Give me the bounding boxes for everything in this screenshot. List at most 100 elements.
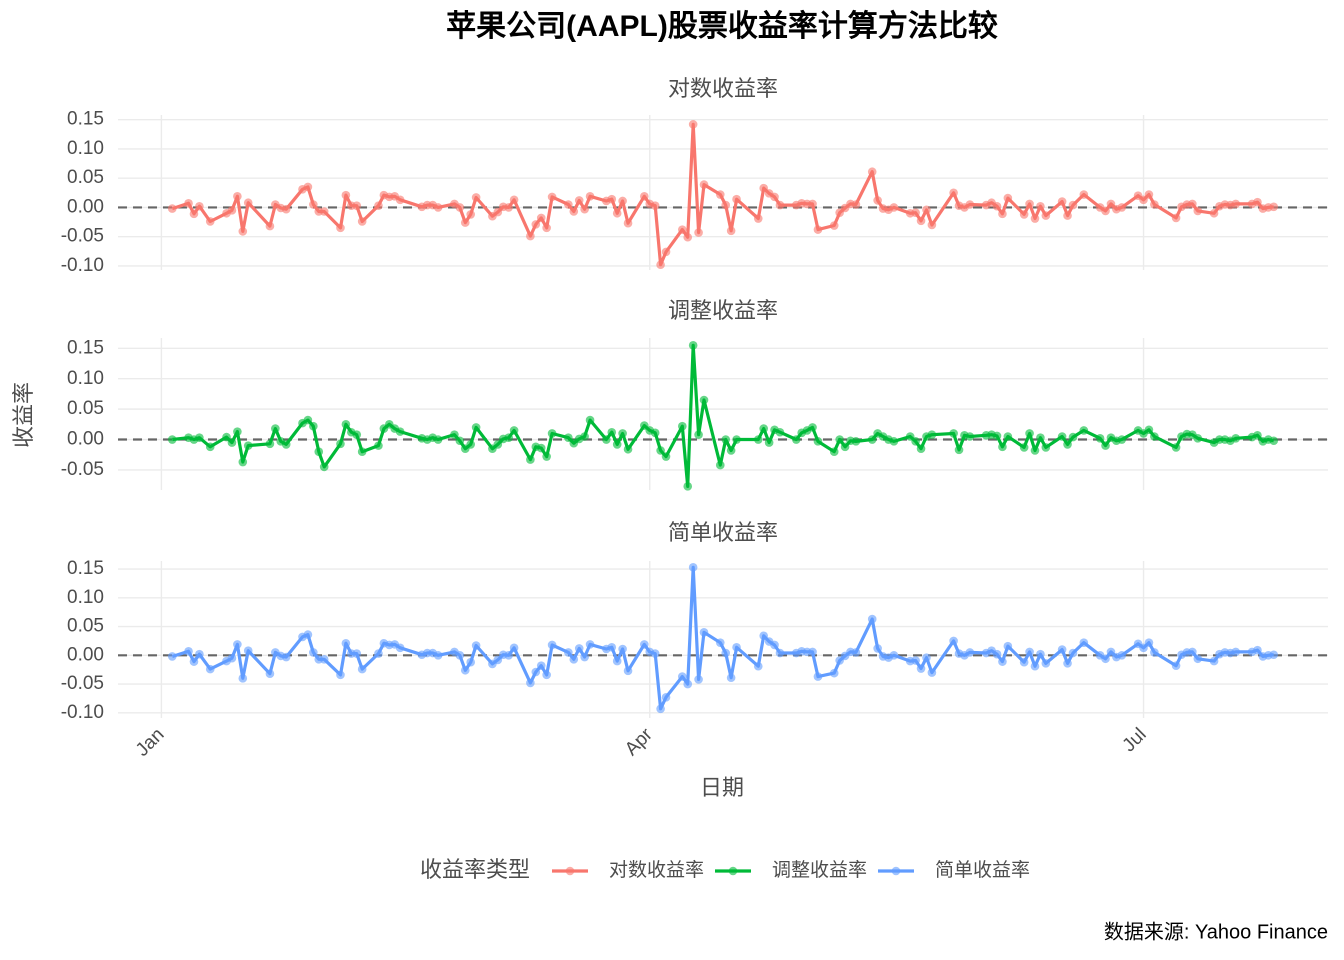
data-point (1019, 443, 1029, 452)
data-point (227, 438, 237, 447)
data-point (357, 217, 367, 226)
data-point (678, 225, 687, 234)
data-point (949, 636, 958, 646)
data-point (1171, 443, 1181, 452)
y-tick-label: -0.10 (61, 702, 104, 723)
data-point (965, 648, 975, 657)
data-point (352, 430, 362, 439)
data-point (531, 667, 541, 677)
data-point (243, 441, 253, 450)
data-point (1030, 446, 1040, 455)
data-point (374, 201, 383, 210)
data-point (1269, 436, 1279, 446)
data-point (770, 192, 779, 202)
data-point (265, 669, 275, 679)
data-point (184, 646, 193, 656)
data-point (715, 190, 725, 199)
data-point (341, 190, 351, 200)
data-point (699, 180, 709, 189)
data-point (808, 199, 817, 209)
data-point (574, 644, 584, 653)
data-point (618, 644, 627, 654)
data-point (303, 415, 313, 425)
data-point (243, 198, 253, 208)
data-point (564, 200, 573, 209)
series-line (171, 565, 1274, 711)
data-point (835, 435, 844, 444)
data-point (564, 433, 573, 443)
data-point (1193, 434, 1203, 443)
data-point (813, 225, 823, 234)
data-point (965, 200, 975, 209)
data-point (694, 675, 703, 684)
data-point (911, 656, 920, 665)
data-point (715, 638, 725, 647)
data-point (585, 640, 595, 649)
data-point (911, 208, 920, 217)
data-point (1079, 190, 1089, 199)
data-point (493, 207, 503, 217)
data-point (184, 199, 193, 208)
x-tick-label: Apr (621, 724, 657, 760)
data-point (1030, 661, 1040, 671)
y-tick-label: 0.15 (67, 337, 104, 358)
legend-item: 简单收益率 (878, 859, 1030, 881)
data-point (238, 227, 248, 236)
data-point (889, 203, 899, 212)
data-point (189, 657, 199, 666)
data-point (1003, 193, 1013, 203)
data-point (433, 651, 443, 660)
data-point (493, 655, 503, 665)
data-point (504, 203, 513, 212)
data-point (1171, 661, 1181, 670)
data-point (395, 427, 405, 436)
data-point (1150, 200, 1159, 209)
data-point (607, 427, 617, 437)
data-point (770, 640, 779, 650)
data-point (455, 651, 465, 660)
data-point (753, 214, 763, 223)
data-point (726, 446, 736, 455)
data-point (998, 657, 1007, 666)
data-point (688, 340, 698, 350)
data-point (1068, 432, 1078, 442)
data-point (271, 424, 280, 433)
data-point (1117, 203, 1127, 212)
data-point (661, 247, 671, 257)
data-point (395, 643, 405, 653)
data-point (167, 652, 177, 661)
data-point (759, 183, 768, 193)
data-point (992, 201, 1002, 211)
facet-title: 调整收益率 (668, 298, 778, 323)
y-tick-label: 0.05 (67, 616, 104, 637)
data-point (195, 201, 204, 211)
data-point (281, 652, 291, 662)
data-point (542, 452, 551, 461)
data-point (1188, 647, 1197, 657)
y-tick-label: 0.00 (67, 196, 104, 217)
data-point (775, 648, 785, 658)
data-point (233, 192, 242, 201)
data-point (683, 679, 693, 689)
data-point (395, 195, 405, 205)
data-point (1209, 656, 1219, 666)
data-point (585, 415, 595, 425)
data-point (450, 430, 459, 439)
data-point (618, 429, 627, 438)
data-point (922, 653, 931, 662)
data-point (927, 220, 937, 230)
legend-title: 收益率类型 (420, 857, 530, 882)
y-tick-label: 0.00 (67, 644, 104, 665)
data-point (775, 427, 785, 437)
data-point (992, 431, 1002, 441)
data-point (1150, 648, 1159, 657)
data-point (526, 231, 535, 241)
data-point (612, 440, 622, 449)
data-point (195, 433, 204, 443)
data-point (526, 455, 535, 464)
data-point (1063, 211, 1072, 220)
data-point (808, 423, 817, 432)
data-point (585, 192, 595, 201)
